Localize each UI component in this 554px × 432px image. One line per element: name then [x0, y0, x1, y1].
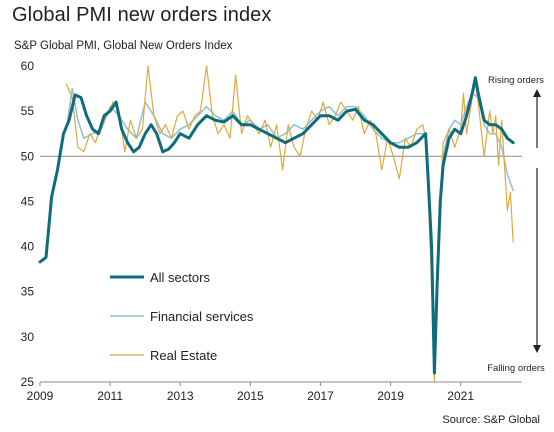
x-tick-label: 2009 — [27, 389, 54, 403]
legend-label-financial-services: Financial services — [150, 309, 254, 324]
x-tick-label: 2017 — [307, 389, 334, 403]
arrow-up-head-icon — [533, 89, 541, 97]
y-tick-label: 25 — [21, 375, 35, 389]
legend: All sectors Financial services Real Estate — [110, 270, 254, 363]
chart-subtitle: S&P Global PMI, Global New Orders Index — [14, 40, 233, 52]
y-tick-label: 40 — [21, 240, 35, 254]
y-tick-label: 60 — [21, 59, 35, 73]
x-tick-label: 2011 — [97, 389, 123, 403]
chart-title: Global PMI new orders index — [12, 4, 272, 26]
source-note: Source: S&P Global — [442, 414, 540, 426]
legend-label-real-estate: Real Estate — [150, 348, 217, 363]
arrow-down-head-icon — [533, 345, 541, 353]
x-tick-label: 2021 — [447, 389, 474, 403]
y-tick-label: 35 — [21, 285, 35, 299]
x-tick-label: 2015 — [237, 389, 264, 403]
y-tick-label: 50 — [21, 149, 35, 163]
legend-label-all-sectors: All sectors — [150, 270, 210, 285]
series-line-all-sectors — [38, 76, 515, 375]
falling-orders-label: Falling orders — [487, 363, 545, 374]
x-tick-label: 2019 — [377, 389, 404, 403]
series-layer — [38, 65, 515, 383]
y-tick-label: 30 — [21, 330, 35, 344]
y-axis: 25 30 35 40 45 50 55 60 — [21, 59, 35, 389]
rising-orders-label: Rising orders — [488, 75, 544, 86]
x-tick-label: 2013 — [167, 389, 194, 403]
y-tick-label: 45 — [21, 194, 35, 208]
y-tick-label: 55 — [21, 104, 35, 118]
x-axis: 2009 2011 2013 2015 2017 2019 2021 — [27, 382, 474, 403]
series-line-real-estate — [65, 65, 514, 383]
annotations: Rising orders Falling orders — [487, 75, 545, 374]
